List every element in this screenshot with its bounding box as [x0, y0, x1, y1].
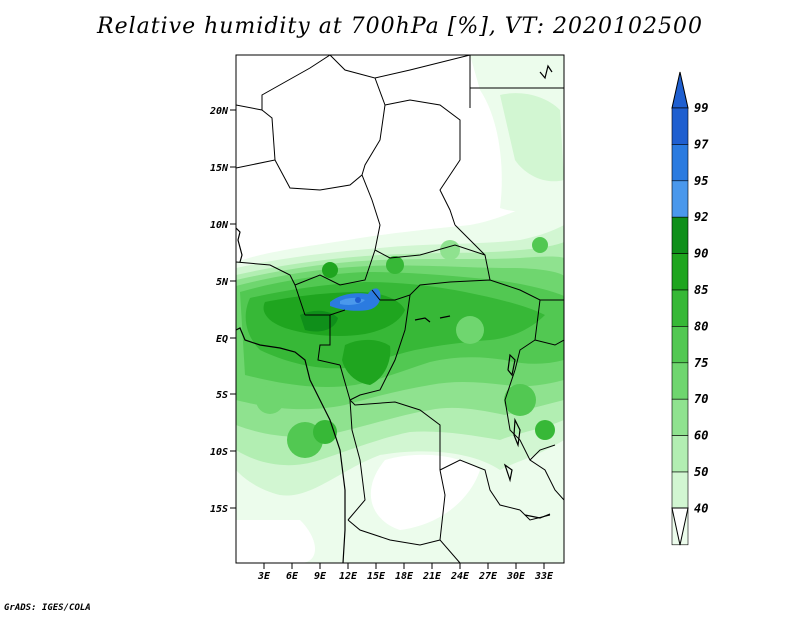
lon-label: 15E [367, 571, 386, 582]
map-border [235, 54, 565, 564]
lon-label: 6E [286, 571, 299, 582]
lon-label: 30E [506, 571, 526, 582]
colorbar-label: 97 [694, 137, 709, 151]
colorbar-label: 60 [694, 429, 708, 443]
grads-credit: GrADS: IGES/COLA [4, 603, 91, 613]
colorbar-label: 85 [694, 283, 708, 297]
colorbar-segment [671, 107, 689, 145]
colorbar-segment [671, 435, 689, 473]
lat-label: 10S [210, 447, 228, 458]
colorbar-top-arrow [671, 71, 689, 109]
colorbar-label: 90 [694, 247, 708, 261]
colorbar-segment [671, 216, 689, 254]
colorbar-segment [671, 398, 689, 436]
lon-label: 9E [314, 571, 327, 582]
colorbar-label: 92 [694, 210, 708, 224]
colorbar-segment [671, 180, 689, 218]
lat-label: 5N [216, 277, 229, 288]
lon-label: 33E [534, 571, 554, 582]
lat-label: EQ [216, 334, 228, 345]
colorbar-segment [671, 144, 689, 182]
country-borders [236, 55, 564, 563]
map-title: Relative humidity at 700hPa [%], VT: 202… [97, 14, 703, 39]
humidity-field [236, 55, 564, 563]
colorbar-label: 95 [694, 174, 708, 188]
lat-label: 15S [210, 504, 228, 515]
colorbar-segment [671, 471, 689, 509]
colorbar-label: 75 [694, 356, 708, 370]
lat-label: 15N [210, 163, 229, 174]
colorbar-segment [671, 362, 689, 400]
lon-label: 3E [257, 571, 271, 582]
lon-label: 12E [339, 571, 358, 582]
colorbar-segment [671, 326, 689, 364]
coastline [236, 64, 553, 563]
lat-label: 10N [210, 220, 229, 231]
colorbar-segment [671, 253, 689, 291]
colorbar-label: 70 [694, 392, 708, 406]
colorbar-label: 99 [694, 101, 708, 115]
lat-axis: 20N 15N 10N 5N EQ 5S 10S 15S [209, 106, 236, 515]
lat-label: 5S [216, 390, 228, 401]
colorbar-label: 80 [694, 319, 708, 333]
lon-axis: 3E 6E 9E 12E 15E 18E 21E 24E 27E 30E 33E [257, 563, 554, 582]
colorbar-label: 50 [694, 465, 708, 479]
lat-label: 20N [209, 106, 229, 117]
colorbar-bottom-arrow [671, 507, 689, 546]
lon-label: 21E [422, 571, 442, 582]
colorbar-segment [671, 289, 689, 327]
colorbar-label: 40 [694, 501, 708, 515]
lon-label: 24E [450, 571, 470, 582]
lon-label: 27E [478, 571, 498, 582]
colorbar-legend: 99 97 95 92 90 85 80 75 70 60 50 40 [671, 71, 709, 546]
lon-label: 18E [395, 571, 414, 582]
